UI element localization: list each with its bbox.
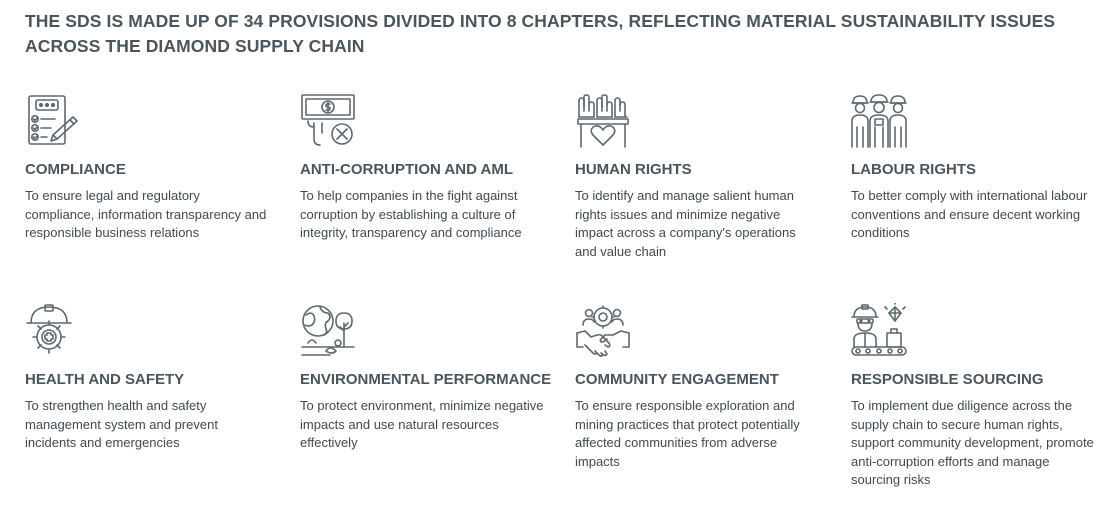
- worker-diamond-conveyor-icon: [851, 303, 907, 359]
- chapter-description: To help companies in the fight against c…: [300, 188, 522, 240]
- no-bribery-icon: [300, 93, 356, 149]
- helmet-gear-cross-icon: [25, 303, 81, 359]
- handshake-people-icon: [575, 303, 631, 359]
- chapter-title: ANTI-CORRUPTION AND AML: [300, 161, 514, 178]
- chapter-title: HUMAN RIGHTS: [575, 161, 692, 178]
- checklist-document-icon: [25, 93, 81, 149]
- chapter-description: To better comply with international labo…: [851, 188, 1088, 240]
- chapter-title: COMPLIANCE: [25, 161, 126, 178]
- chapter-title: ENVIRONMENTAL PERFORMANCE: [300, 371, 552, 388]
- chapter-description: To implement due diligence across the su…: [851, 398, 1094, 487]
- chapter-description: To ensure responsible exploration and mi…: [575, 398, 800, 469]
- chapter-description: To strengthen health and safety manageme…: [25, 398, 218, 450]
- chapter-title: COMMUNITY ENGAGEMENT: [575, 371, 779, 388]
- chapter-description: To protect environment, minimize negativ…: [300, 398, 544, 450]
- chapter-title: HEALTH AND SAFETY: [25, 371, 185, 388]
- workers-group-icon: [851, 93, 907, 149]
- chapter-title: RESPONSIBLE SOURCING: [851, 371, 1044, 388]
- page-title: THE SDS IS MADE UP OF 34 PROVISIONS DIVI…: [25, 11, 1056, 56]
- chapter-description: To ensure legal and regulatory complianc…: [25, 188, 267, 240]
- chapter-title: LABOUR RIGHTS: [851, 161, 976, 178]
- globe-tree-icon: [300, 303, 356, 359]
- chapter-description: To identify and manage salient human rig…: [575, 188, 796, 259]
- raised-hands-heart-icon: [575, 93, 631, 149]
